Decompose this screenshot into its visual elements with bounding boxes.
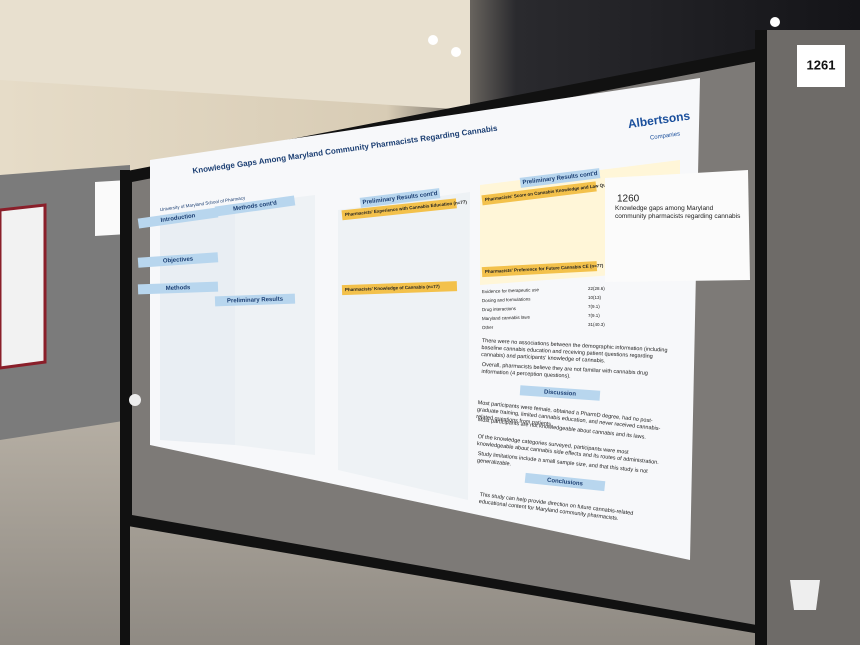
poster-column bbox=[338, 192, 470, 500]
table-header bbox=[341, 281, 458, 296]
ce-value: 31(40.3) bbox=[588, 322, 605, 327]
ceiling-light bbox=[428, 35, 438, 45]
ce-value: 7(9.1) bbox=[588, 313, 600, 318]
side-card-title: Knowledge gaps among Maryland community … bbox=[615, 205, 741, 221]
side-card bbox=[605, 170, 750, 282]
section-bar bbox=[214, 293, 296, 307]
ce-row: Other bbox=[482, 325, 494, 330]
section-bar bbox=[524, 472, 606, 492]
section-header: Introduction bbox=[160, 213, 196, 224]
board-post bbox=[755, 30, 767, 645]
table-header bbox=[341, 198, 457, 221]
logo: Companies bbox=[650, 131, 681, 141]
wall bbox=[0, 0, 470, 110]
ce-value: 7(9.1) bbox=[588, 304, 600, 309]
section-header: Preliminary Results bbox=[227, 297, 284, 305]
ceiling-light bbox=[451, 47, 461, 57]
table-title: Pharmacists' Knowledge of Cannabis (n=77… bbox=[345, 284, 440, 292]
table-header bbox=[481, 181, 597, 206]
bullets: There were no associations between the d… bbox=[476, 338, 668, 522]
section-bar bbox=[137, 252, 219, 268]
section-bar bbox=[519, 385, 601, 401]
right-board bbox=[765, 30, 860, 645]
side-card-number: 1260 bbox=[617, 194, 640, 205]
ce-table: Evidence for therapeutic use 22(28.6) Dosi… bbox=[482, 286, 605, 330]
ce-row: Dosing and formulations bbox=[482, 296, 531, 303]
ce-value: 22(28.6) bbox=[588, 286, 605, 291]
cup bbox=[790, 580, 820, 610]
poster-column bbox=[160, 205, 235, 445]
table-title: Pharmacists' Preference for Future Canna… bbox=[485, 263, 604, 274]
side-card-title-box: Knowledge gaps among Maryland community … bbox=[615, 205, 741, 221]
left-poster bbox=[0, 203, 47, 370]
poster-column bbox=[235, 195, 315, 455]
left-paper bbox=[95, 180, 128, 236]
ceiling-light bbox=[770, 17, 780, 27]
section-bar bbox=[359, 188, 441, 208]
ce-row: Drug interactions bbox=[482, 306, 517, 312]
section-header: Methods bbox=[166, 285, 192, 292]
section-bar bbox=[519, 168, 601, 188]
section-bar bbox=[137, 207, 219, 229]
board-number: 1261 bbox=[807, 57, 836, 72]
section-header: Discussion bbox=[544, 389, 577, 397]
section-header: Conclusions bbox=[547, 478, 584, 488]
ce-row: Evidence for therapeutic use bbox=[482, 287, 540, 294]
ce-row: Maryland cannabis laws bbox=[482, 314, 531, 321]
table-header bbox=[481, 261, 598, 278]
section-bar bbox=[137, 281, 219, 295]
section-header: Objectives bbox=[163, 256, 194, 264]
board-post bbox=[120, 170, 130, 645]
ce-value: 10(13) bbox=[588, 295, 602, 300]
board-number-card bbox=[797, 45, 845, 87]
section-bar bbox=[214, 195, 296, 217]
cup bbox=[129, 394, 141, 406]
